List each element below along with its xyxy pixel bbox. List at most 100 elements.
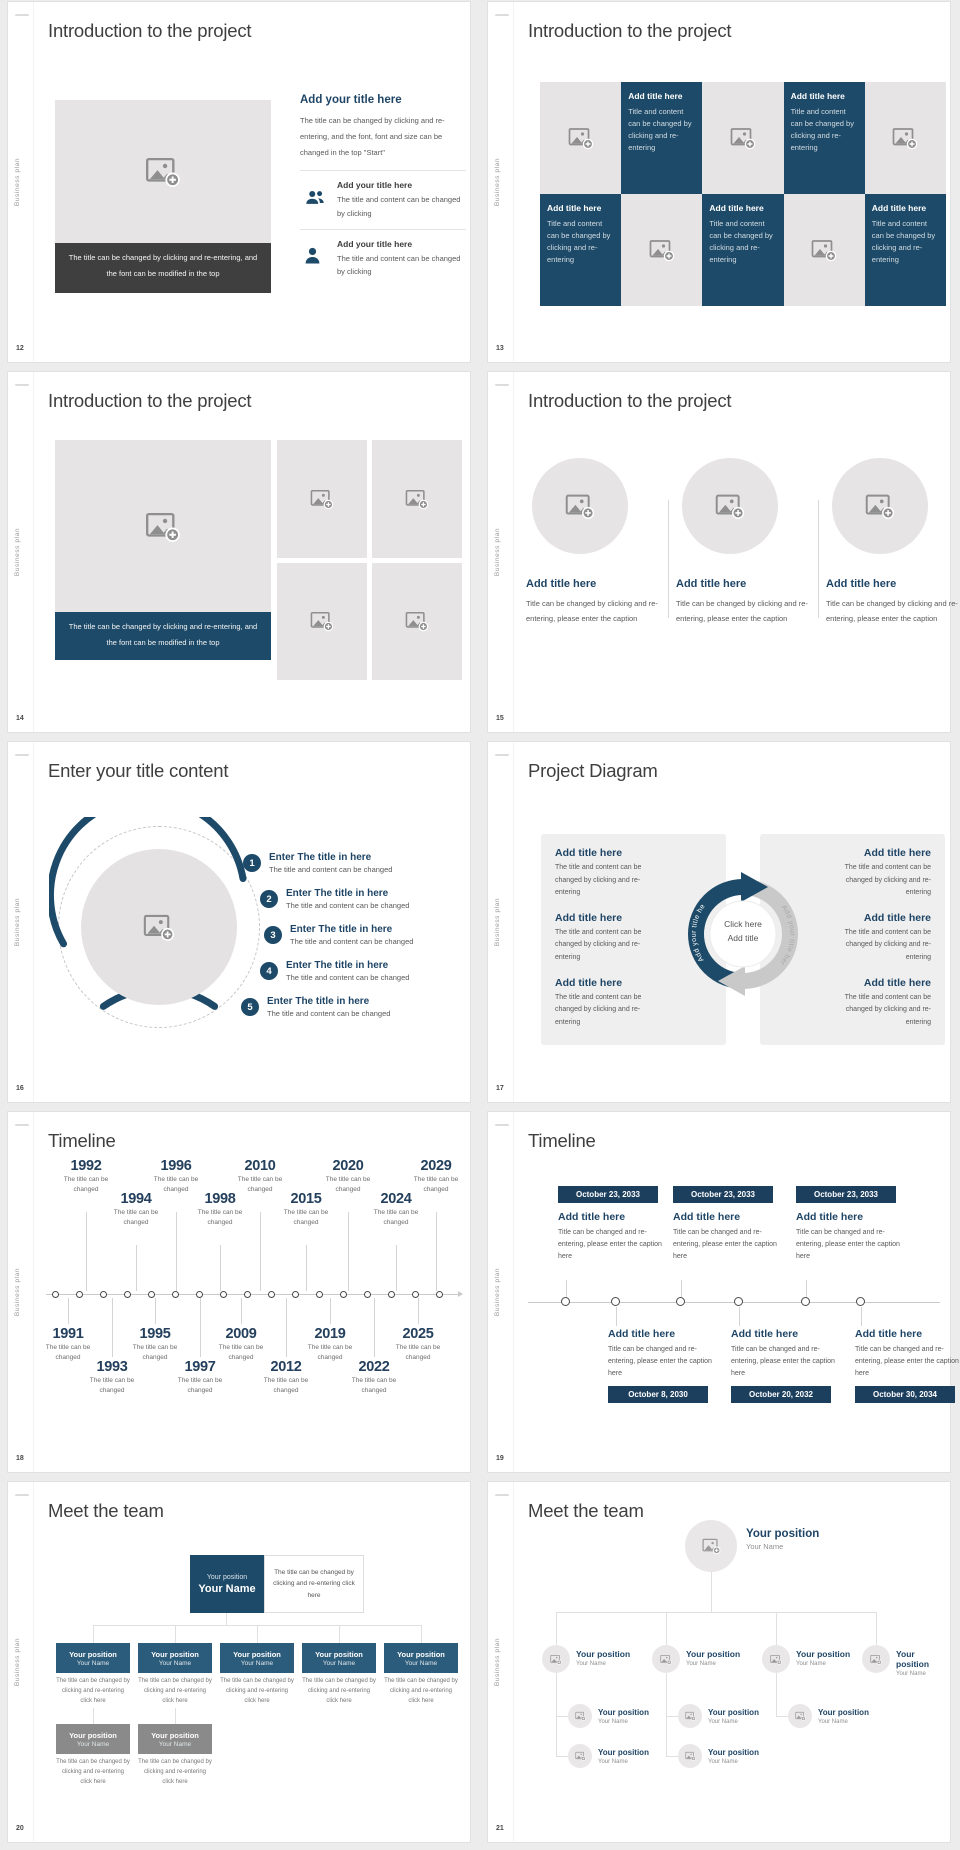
slide-thumbnail-14[interactable]: Business plan 14 Introduction to the pro…	[8, 372, 470, 732]
slide-number: 13	[496, 345, 504, 352]
timeline-node	[316, 1291, 323, 1298]
cell-title: Add title here	[709, 203, 764, 213]
slide-rail: Business plan 19	[488, 1112, 514, 1472]
item-text: The title and content can be changed by …	[337, 195, 461, 218]
item-title: Enter The title in here	[267, 996, 370, 1007]
slide-number: 21	[496, 1825, 504, 1832]
business-plan-label: Business plan	[14, 1267, 21, 1317]
cell-text: Title and content can be changed by clic…	[871, 219, 936, 264]
timeline-node	[292, 1291, 299, 1298]
connector	[776, 1673, 777, 1716]
image-placeholder-icon	[811, 238, 837, 262]
org-node: Your position Your Name	[56, 1643, 130, 1673]
org-node: Your position Your Name	[56, 1724, 130, 1754]
slide-thumbnail-17[interactable]: Business plan 17 Project Diagram Add tit…	[488, 742, 950, 1102]
avatar-placeholder	[568, 1704, 592, 1728]
timeline-year: 2010 The title can be changed	[237, 1158, 283, 1193]
number-badge: 5	[241, 998, 259, 1016]
cell-text: Title and content can be changed by clic…	[628, 107, 692, 152]
card-title: Add title here	[731, 1328, 799, 1340]
timeline-node	[801, 1297, 810, 1306]
slide-thumbnail-13[interactable]: Business plan 13 Introduction to the pro…	[488, 2, 950, 362]
item-title: Enter The title in here	[286, 888, 389, 899]
item-text: The title and content can be changed by …	[844, 864, 931, 897]
timeline-tick	[155, 1298, 156, 1324]
slide-number: 19	[496, 1455, 504, 1462]
timeline-year: 1994 The title can be changed	[113, 1191, 159, 1226]
avatar-placeholder	[788, 1704, 812, 1728]
card-title: Add title here	[608, 1328, 676, 1340]
avatar-placeholder	[678, 1744, 702, 1768]
number-badge: 4	[260, 962, 278, 980]
card-title: Add title here	[796, 1211, 864, 1223]
image-placeholder-icon	[715, 492, 745, 520]
hub-label: Click here Add title	[703, 918, 783, 945]
timeline-node	[52, 1291, 59, 1298]
business-plan-label: Business plan	[494, 1267, 501, 1317]
image-placeholder-icon	[145, 510, 181, 543]
cell-title: Add title here	[790, 91, 845, 101]
business-plan-label: Business plan	[14, 897, 21, 947]
org-node-label: Your position Your Name	[576, 1649, 631, 1667]
org-node: Your position Your Name	[220, 1643, 294, 1673]
timeline-year: 2009 The title can be changed	[218, 1326, 264, 1361]
numbered-item: 4 Enter The title in here The title and c…	[260, 960, 470, 982]
card-title: Add title here	[558, 1211, 626, 1223]
slide-thumbnail-20[interactable]: Business plan 20 Meet the team Your posi…	[8, 1482, 470, 1842]
text-cell: Add title here Title and content can be c…	[864, 194, 946, 306]
connector	[556, 1716, 568, 1717]
slide-rail: Business plan 18	[8, 1112, 34, 1472]
org-root-note: The title can be changed by clicking and…	[264, 1555, 364, 1613]
numbered-item: 3 Enter The title in here The title and c…	[264, 924, 474, 946]
slide-thumbnail-12[interactable]: Business plan 12 Introduction to the pro…	[8, 2, 470, 362]
item-title: Add your title here	[337, 180, 413, 191]
panel-item: Add title here The title and content can …	[774, 847, 931, 900]
slide-thumbnail-21[interactable]: Business plan 21 Meet the team Your posi…	[488, 1482, 950, 1842]
image-placeholder	[372, 440, 462, 558]
timeline-node	[340, 1291, 347, 1298]
position-label: Your position	[206, 1573, 248, 1581]
org-node-text: The title can be changed by clicking and…	[56, 1759, 130, 1785]
timeline-node	[172, 1291, 179, 1298]
rail-dash	[15, 1124, 29, 1126]
timeline-card: October 23, 2033 Add title here Title ca…	[558, 1186, 663, 1263]
text-column: Add your title here The title can be cha…	[300, 94, 466, 287]
timeline-node	[676, 1297, 685, 1306]
image-placeholder	[864, 82, 946, 194]
image-placeholder	[81, 849, 237, 1005]
timeline-card: Add title here Title can be changed and …	[608, 1328, 713, 1403]
rail-dash	[495, 384, 509, 386]
hub-line2: Add title	[727, 932, 759, 943]
slide-thumbnail-16[interactable]: Business plan 16 Enter your title conten…	[8, 742, 470, 1102]
timeline-card: October 23, 2033 Add title here Title ca…	[796, 1186, 901, 1263]
connector	[876, 1612, 877, 1645]
slide-thumbnail-15[interactable]: Business plan 15 Introduction to the pro…	[488, 372, 958, 732]
divider	[818, 500, 819, 618]
avatar-placeholder	[568, 1744, 592, 1768]
avatar-placeholder	[678, 1704, 702, 1728]
connector	[556, 1756, 568, 1757]
column-text: Title can be changed by clicking and re-…	[826, 599, 958, 623]
timeline-line	[46, 1294, 458, 1295]
date-badge: October 30, 2034	[855, 1385, 955, 1403]
timeline-year: 1992 The title can be changed	[63, 1158, 109, 1193]
item-title: Enter The title in here	[286, 960, 389, 971]
item-title: Add title here	[555, 847, 623, 859]
text-cell: Add title here Title and content can be c…	[540, 194, 622, 306]
item-text: The title and content can be changed by …	[844, 993, 931, 1026]
slide-number: 20	[16, 1825, 24, 1832]
image-placeholder	[277, 440, 367, 558]
text-cell: Add title here Title and content can be c…	[783, 82, 865, 194]
rail-dash	[495, 754, 509, 756]
column-title: Add title here	[676, 578, 747, 590]
slide-thumbnail-19[interactable]: Business plan 19 Timeline October 23, 20…	[488, 1112, 959, 1472]
timeline-year: 1991 The title can be changed	[45, 1326, 91, 1361]
item-title: Add title here	[863, 847, 931, 859]
circular-arrows-diagram: Add your title here Add your title here	[678, 869, 798, 996]
org-node-label: Your position Your Name	[896, 1649, 930, 1677]
slide-title: Introduction to the project	[48, 20, 252, 41]
slide-thumbnail-18[interactable]: Business plan 18 Timeline 1992 The title …	[8, 1112, 470, 1472]
timeline-node	[388, 1291, 395, 1298]
text-cell: Add title here Title and content can be c…	[702, 194, 784, 306]
timeline-year: 2020 The title can be changed	[325, 1158, 371, 1193]
